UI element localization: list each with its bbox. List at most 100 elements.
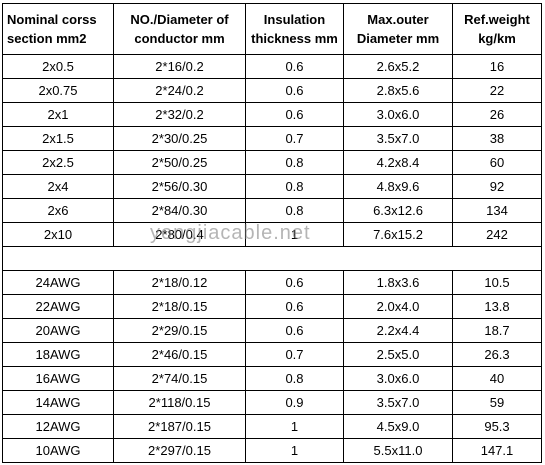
header-text: Ref.weight [464,12,530,27]
table-cell: 10.5 [452,270,542,295]
table-cell: 3.0x6.0 [343,102,453,127]
table-cell: 0.8 [245,198,344,223]
table-cell: 18AWG [2,342,114,367]
table-row: 10AWG 2*297/0.15 1 5.5x11.0 147.1 [2,438,542,463]
table-cell: 26.3 [452,342,542,367]
table-cell: 13.8 [452,294,542,319]
header-cell: Ref.weight kg/km [452,3,542,55]
table-cell: 2x1 [2,102,114,127]
table-cell: 2*30/0.25 [113,126,246,151]
spacer-cell [2,246,542,271]
table-cell: 2.8x5.6 [343,78,453,103]
table-row: 2x0.75 2*24/0.2 0.6 2.8x5.6 22 [2,78,542,103]
table-cell: 242 [452,222,542,247]
header-text: section mm2 [7,31,87,46]
table-cell: 2.6x5.2 [343,54,453,79]
table-cell: 2*32/0.2 [113,102,246,127]
table-cell: 2*80/0.4 [113,222,246,247]
table-cell: 2x6 [2,198,114,223]
table-cell: 2*18/0.15 [113,294,246,319]
table-cell: 60 [452,150,542,175]
table-cell: 0.8 [245,174,344,199]
header-text: NO./Diameter of [130,12,229,27]
table-row: 2x0.5 2*16/0.2 0.6 2.6x5.2 16 [2,54,542,79]
table-cell: 2*24/0.2 [113,78,246,103]
table-cell: 2x1.5 [2,126,114,151]
table-row: 18AWG 2*46/0.15 0.7 2.5x5.0 26.3 [2,342,542,367]
table-row: 22AWG 2*18/0.15 0.6 2.0x4.0 13.8 [2,294,542,319]
table-cell: 38 [452,126,542,151]
header-text: kg/km [478,31,516,46]
table-cell: 0.6 [245,78,344,103]
header-cell: Max.outer Diameter mm [343,3,453,55]
table-cell: 2*187/0.15 [113,414,246,439]
header-cell: Nominal corss section mm2 [2,3,114,55]
header-text: thickness mm [251,31,338,46]
table-row: 2x10 2*80/0.4 1 7.6x15.2 242 [2,222,542,247]
table-row: 2x6 2*84/0.30 0.8 6.3x12.6 134 [2,198,542,223]
table-cell: 16 [452,54,542,79]
table-cell: 2x2.5 [2,150,114,175]
table-cell: 18.7 [452,318,542,343]
table-row: 14AWG 2*118/0.15 0.9 3.5x7.0 59 [2,390,542,415]
table-cell: 2x0.75 [2,78,114,103]
table-row: 2x1.5 2*30/0.25 0.7 3.5x7.0 38 [2,126,542,151]
table-cell: 59 [452,390,542,415]
spacer-row [2,246,542,271]
table-cell: 0.9 [245,390,344,415]
table-cell: 2*74/0.15 [113,366,246,391]
table-cell: 5.5x11.0 [343,438,453,463]
table-cell: 2*29/0.15 [113,318,246,343]
table-row: 24AWG 2*18/0.12 0.6 1.8x3.6 10.5 [2,270,542,295]
table-cell: 2*16/0.2 [113,54,246,79]
table-cell: 24AWG [2,270,114,295]
table-cell: 1.8x3.6 [343,270,453,295]
table-row: 12AWG 2*187/0.15 1 4.5x9.0 95.3 [2,414,542,439]
table-cell: 2*297/0.15 [113,438,246,463]
table-cell: 1 [245,222,344,247]
table-row: 16AWG 2*74/0.15 0.8 3.0x6.0 40 [2,366,542,391]
table-cell: 7.6x15.2 [343,222,453,247]
header-text: Max.outer [367,12,429,27]
header-text: Insulation [263,12,326,27]
table-cell: 0.8 [245,366,344,391]
table-cell: 2*84/0.30 [113,198,246,223]
table-cell: 2*18/0.12 [113,270,246,295]
table-cell: 2x4 [2,174,114,199]
table-cell: 22 [452,78,542,103]
header-text: Diameter mm [356,31,440,46]
table-cell: 1 [245,414,344,439]
table-row: 2x4 2*56/0.30 0.8 4.8x9.6 92 [2,174,542,199]
table-cell: 2*50/0.25 [113,150,246,175]
table-cell: 14AWG [2,390,114,415]
header-text: conductor mm [134,31,225,46]
table-cell: 3.5x7.0 [343,126,453,151]
table-cell: 16AWG [2,366,114,391]
table-cell: 0.8 [245,150,344,175]
table-cell: 0.6 [245,270,344,295]
table-cell: 0.7 [245,126,344,151]
table-cell: 2x10 [2,222,114,247]
table-cell: 6.3x12.6 [343,198,453,223]
header-cell: Insulation thickness mm [245,3,344,55]
table-cell: 12AWG [2,414,114,439]
table-cell: 147.1 [452,438,542,463]
spec-table: Nominal corss section mm2 NO./Diameter of c… [2,3,542,463]
header-row: Nominal corss section mm2 NO./Diameter of c… [2,3,542,55]
table-row: 2x1 2*32/0.2 0.6 3.0x6.0 26 [2,102,542,127]
table-cell: 2x0.5 [2,54,114,79]
table-cell: 0.6 [245,294,344,319]
table-cell: 3.0x6.0 [343,366,453,391]
table-cell: 3.5x7.0 [343,390,453,415]
table-body: 2x0.5 2*16/0.2 0.6 2.6x5.2 16 2x0.75 2*24/0.2 0… [2,54,542,463]
table-cell: 20AWG [2,318,114,343]
table-row: 2x2.5 2*50/0.25 0.8 4.2x8.4 60 [2,150,542,175]
table-cell: 2.5x5.0 [343,342,453,367]
table-cell: 4.8x9.6 [343,174,453,199]
table-cell: 95.3 [452,414,542,439]
table-cell: 40 [452,366,542,391]
table-cell: 2.2x4.4 [343,318,453,343]
table-cell: 4.2x8.4 [343,150,453,175]
table-cell: 10AWG [2,438,114,463]
